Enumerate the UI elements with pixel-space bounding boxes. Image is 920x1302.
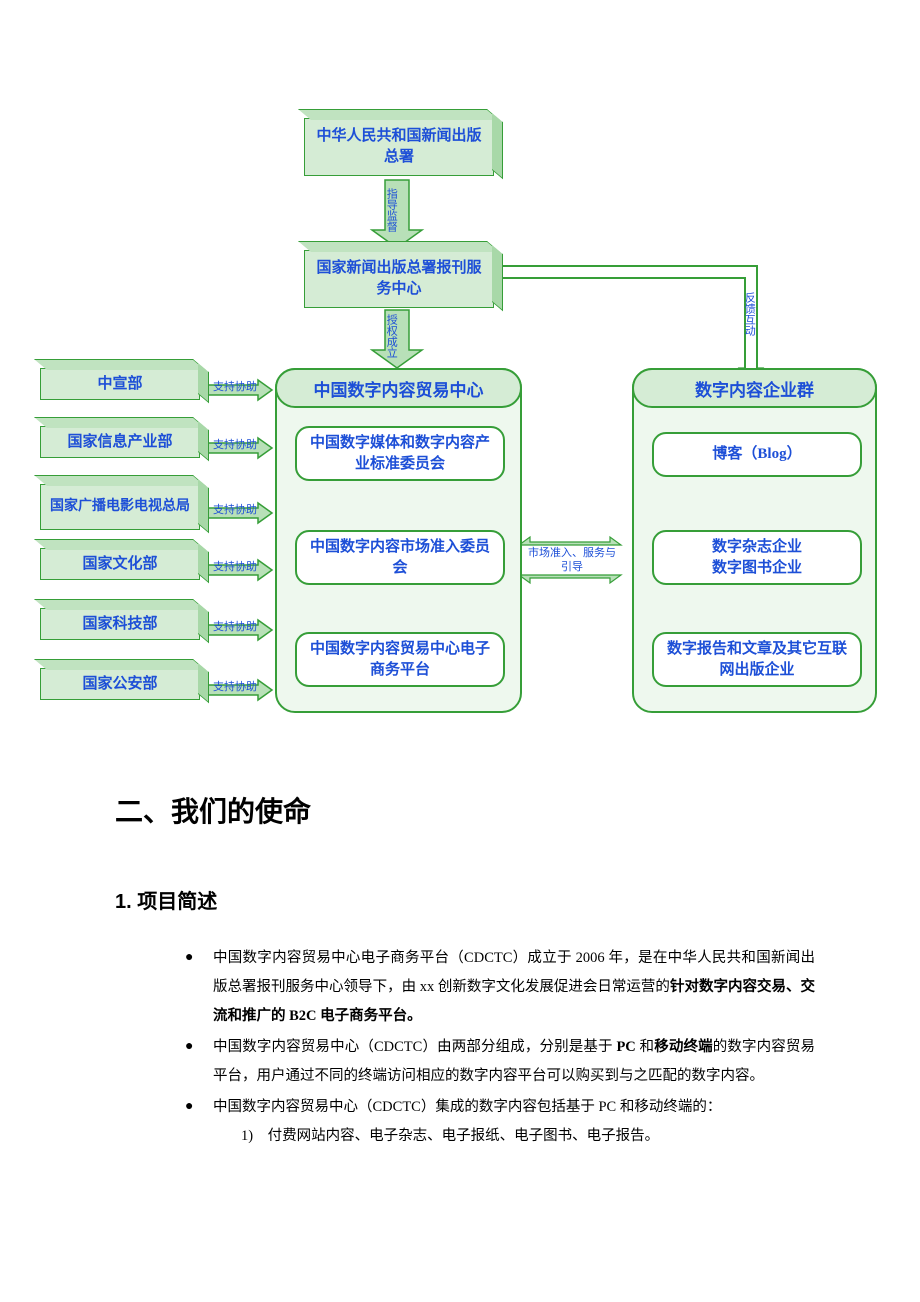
center-container: 中国数字内容贸易中心 中国数字媒体和数字内容产业标准委员会 中国数字内容市场准入… (275, 368, 522, 713)
bullet-item: 中国数字内容贸易中心电子商务平台（CDCTC）成立于 2006 年，是在中华人民… (185, 944, 815, 1031)
right-item: 博客（Blog） (652, 432, 862, 477)
heading-sub: 1. 项目简述 (115, 885, 815, 914)
support-label: 支持协助 (213, 620, 257, 634)
center-header: 中国数字内容贸易中心 (275, 368, 522, 408)
right-item: 数字杂志企业 数字图书企业 (652, 530, 862, 585)
support-label: 支持协助 (213, 380, 257, 394)
heading-main: 二、我们的使命 (115, 790, 815, 830)
dept-box: 国家公安部 (40, 668, 200, 700)
dept-box: 国家信息产业部 (40, 426, 200, 458)
right-item: 数字报告和文章及其它互联网出版企业 (652, 632, 862, 687)
support-label: 支持协助 (213, 503, 257, 517)
org-box-service-center: 国家新闻出版总署报刊服务中心 (304, 250, 494, 308)
text-section: 二、我们的使命 1. 项目简述 中国数字内容贸易中心电子商务平台（CDCTC）成… (115, 790, 815, 1153)
bullet-list: 中国数字内容贸易中心电子商务平台（CDCTC）成立于 2006 年，是在中华人民… (185, 944, 815, 1151)
center-item: 中国数字媒体和数字内容产业标准委员会 (295, 426, 505, 481)
dept-box: 中宣部 (40, 368, 200, 400)
document-page: 中华人民共和国新闻出版总署 国家新闻出版总署报刊服务中心 指导监督 授权成立 中… (0, 0, 920, 1302)
org-box-top-gov: 中华人民共和国新闻出版总署 (304, 118, 494, 176)
center-item: 中国数字内容市场准入委员会 (295, 530, 505, 585)
sub-list: 1) 付费网站内容、电子杂志、电子报纸、电子图书、电子报告。 (241, 1122, 815, 1151)
label: 中华人民共和国新闻出版总署 (313, 126, 485, 168)
dept-box: 国家科技部 (40, 608, 200, 640)
arrow-label-guide: 指导监督 (384, 188, 398, 232)
bullet-item: 中国数字内容贸易中心（CDCTC）由两部分组成，分别是基于 PC 和移动终端的数… (185, 1033, 815, 1091)
right-header: 数字内容企业群 (632, 368, 877, 408)
bullet-item: 中国数字内容贸易中心（CDCTC）集成的数字内容包括基于 PC 和移动终端的： … (185, 1093, 815, 1151)
right-container: 数字内容企业群 博客（Blog） 数字杂志企业 数字图书企业 数字报告和文章及其… (632, 368, 877, 713)
support-label: 支持协助 (213, 680, 257, 694)
label: 国家新闻出版总署报刊服务中心 (313, 258, 485, 300)
arrow-label-authorize: 授权成立 (384, 314, 398, 358)
support-label: 支持协助 (213, 560, 257, 574)
dept-box: 国家广播电影电视总局 (40, 484, 200, 530)
sub-item: 1) 付费网站内容、电子杂志、电子报纸、电子图书、电子报告。 (241, 1122, 815, 1151)
center-item: 中国数字内容贸易中心电子商务平台 (295, 632, 505, 687)
dept-box: 国家文化部 (40, 548, 200, 580)
market-label: 市场准入、服务与引导 (527, 546, 617, 575)
support-label: 支持协助 (213, 438, 257, 452)
feedback-label: 反馈互动 (742, 292, 756, 336)
